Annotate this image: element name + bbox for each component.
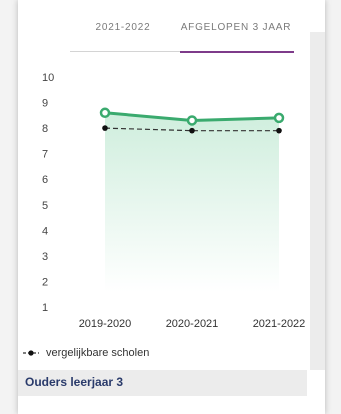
y-tick-label: 10 [42,72,54,84]
y-tick-label: 7 [42,149,48,161]
y-tick-label: 3 [42,251,48,263]
comparison-series-point [276,127,282,134]
tab-active-indicator [180,51,294,53]
legend-marker-icon [23,350,39,356]
y-tick-label: 5 [42,200,48,212]
x-tick-label: 2021-2022 [253,318,306,330]
section-title: Ouders leerjaar 3 [25,375,124,389]
section-header-bar [18,370,307,396]
x-axis: 2019-2020 2020-2021 2021-2022 [79,318,306,330]
x-tick-label: 2019-2020 [79,318,132,330]
data-points [99,107,285,134]
comparison-series-point [102,125,108,131]
y-tick-label: 6 [42,174,48,186]
main-series-point [186,115,198,126]
x-tick-label: 2020-2021 [166,318,219,330]
side-panel-strip [310,32,325,370]
main-series-point [99,107,111,119]
y-axis: 1 2 3 4 5 6 7 8 9 10 [42,72,54,314]
tab-2021-2022[interactable]: 2021-2022 [95,22,151,33]
comparison-series-line [104,127,279,132]
tab-underline [70,51,180,52]
comparison-series-point [189,127,195,134]
legend-label: vergelijkbare scholen [46,347,150,359]
legend: vergelijkbare scholen [22,347,149,359]
tab-afgelopen-3-jaar[interactable]: AFGELOPEN 3 JAAR [180,22,292,33]
y-tick-label: 9 [42,98,48,110]
main-series-point [273,112,285,124]
y-tick-label: 4 [42,225,48,237]
y-tick-label: 8 [42,123,48,135]
y-tick-label: 1 [42,302,48,314]
y-tick-label: 2 [42,276,48,288]
main-series-area [105,112,279,293]
